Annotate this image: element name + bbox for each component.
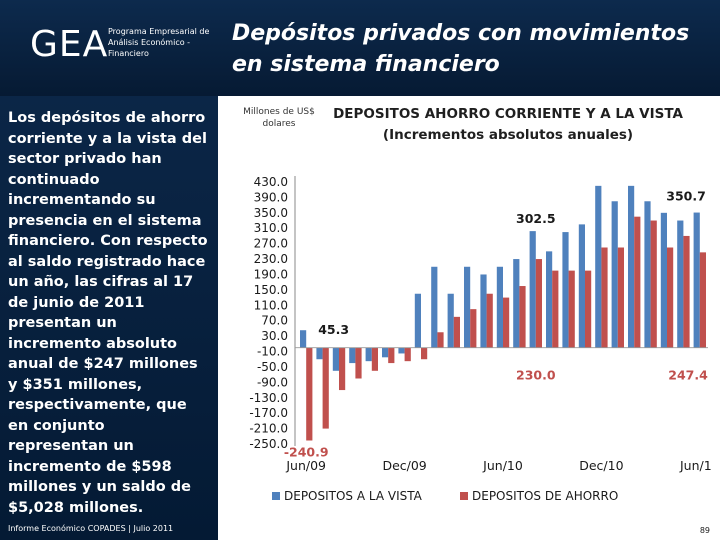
data-label: 302.5	[516, 211, 556, 226]
y-tick-label: 150.0	[254, 283, 288, 297]
bar-vista	[447, 293, 454, 348]
bar-chart: 430.0390.0350.0310.0270.0230.0190.0150.0…	[249, 175, 712, 503]
bar-ahorro	[650, 220, 657, 348]
y-tick-label: 110.0	[254, 298, 288, 312]
sidebar-text: Los depósitos de ahorro corriente y a la…	[8, 110, 208, 516]
bar-vista	[300, 330, 307, 348]
chart-title: DEPOSITOS AHORRO CORRIENTE Y A LA VISTA	[333, 106, 683, 122]
logo-subtitle: Programa Empresarial de Análisis Económi…	[108, 27, 210, 58]
sidebar-panel	[0, 96, 218, 540]
bar-ahorro	[388, 347, 395, 364]
bar-ahorro	[601, 247, 608, 348]
bar-vista	[349, 347, 356, 364]
bar-ahorro	[355, 347, 362, 379]
chart-subtitle: (Incrementos absolutos anuales)	[382, 127, 634, 143]
bar-ahorro	[404, 347, 411, 362]
bar-vista	[464, 266, 471, 348]
bar-ahorro	[371, 347, 378, 371]
bar-ahorro	[667, 247, 674, 348]
bar-vista	[316, 347, 323, 360]
bar-vista	[332, 347, 339, 371]
x-tick-label: Jun/09	[285, 458, 326, 473]
bar-vista	[677, 220, 684, 348]
y-tick-label: -250.0	[249, 437, 288, 451]
data-label: 230.0	[516, 368, 556, 383]
y-tick-label: -130.0	[249, 391, 288, 405]
bar-ahorro	[568, 270, 575, 348]
bar-vista	[480, 274, 487, 348]
header-bar	[0, 0, 720, 96]
bar-vista	[398, 347, 405, 354]
data-label: 45.3	[318, 322, 349, 337]
x-tick-label: Jun/10	[482, 458, 523, 473]
bar-ahorro	[699, 252, 706, 348]
bar-vista	[431, 266, 438, 348]
data-label: 350.7	[666, 189, 706, 204]
bar-ahorro	[306, 347, 313, 441]
bar-vista	[595, 185, 602, 348]
chart-title-block: DEPOSITOS AHORRO CORRIENTE Y A LA VISTA …	[318, 104, 698, 146]
bar-vista	[382, 347, 389, 358]
bar-ahorro	[421, 347, 428, 360]
y-tick-label: 390.0	[254, 190, 288, 204]
y-tick-label: -10.0	[257, 345, 288, 359]
x-tick-label: Jun/11	[679, 458, 712, 473]
y-tick-label: -90.0	[257, 375, 288, 389]
bar-vista	[496, 266, 503, 348]
y-tick-label: 270.0	[254, 237, 288, 251]
bar-ahorro	[453, 316, 460, 348]
bar-ahorro	[634, 216, 641, 348]
legend-swatch	[272, 492, 280, 500]
bar-vista	[693, 212, 700, 348]
bar-ahorro	[585, 270, 592, 348]
legend-swatch	[460, 492, 468, 500]
bar-ahorro	[470, 309, 477, 348]
bar-ahorro	[503, 297, 510, 348]
bar-ahorro	[519, 286, 526, 348]
bar-ahorro	[486, 293, 493, 348]
bar-ahorro	[617, 247, 624, 348]
bar-vista	[529, 231, 536, 348]
y-axis-units: Millones de US$ dolares	[243, 107, 315, 129]
page-number: 89	[699, 526, 710, 535]
bar-vista	[546, 251, 553, 348]
legend-label: DEPOSITOS A LA VISTA	[284, 489, 423, 503]
bar-ahorro	[437, 332, 444, 348]
y-tick-label: 310.0	[254, 221, 288, 235]
legend-label: DEPOSITOS DE AHORRO	[472, 489, 618, 503]
x-tick-label: Dec/09	[382, 458, 426, 473]
bar-vista	[562, 232, 569, 348]
y-tick-label: -50.0	[257, 360, 288, 374]
footer-text: Informe Económico COPADES | Julio 2011	[8, 524, 174, 533]
bar-vista	[660, 212, 667, 348]
slide-title: Depósitos privados con movimientos en si…	[232, 21, 690, 77]
bar-vista	[414, 293, 421, 348]
data-label: 247.4	[668, 368, 708, 383]
y-tick-label: 350.0	[254, 206, 288, 220]
bar-vista	[513, 259, 520, 348]
bar-vista	[644, 201, 651, 348]
bar-vista	[628, 185, 635, 348]
data-label: -240.9	[284, 444, 329, 459]
bar-ahorro	[322, 347, 329, 429]
y-tick-label: 70.0	[261, 314, 288, 328]
bar-vista	[578, 224, 585, 348]
bar-ahorro	[535, 259, 542, 348]
bar-vista	[365, 347, 372, 362]
y-tick-label: 30.0	[261, 329, 288, 343]
bar-ahorro	[683, 235, 690, 348]
bar-ahorro	[552, 270, 559, 348]
y-tick-label: 190.0	[254, 267, 288, 281]
gea-logo: GEA	[30, 24, 109, 65]
y-tick-label: 230.0	[254, 252, 288, 266]
y-tick-label: -210.0	[249, 422, 288, 436]
bar-ahorro	[339, 347, 346, 391]
y-tick-label: 430.0	[254, 175, 288, 189]
y-tick-label: -170.0	[249, 406, 288, 420]
x-tick-label: Dec/10	[579, 458, 623, 473]
bar-vista	[611, 201, 618, 348]
